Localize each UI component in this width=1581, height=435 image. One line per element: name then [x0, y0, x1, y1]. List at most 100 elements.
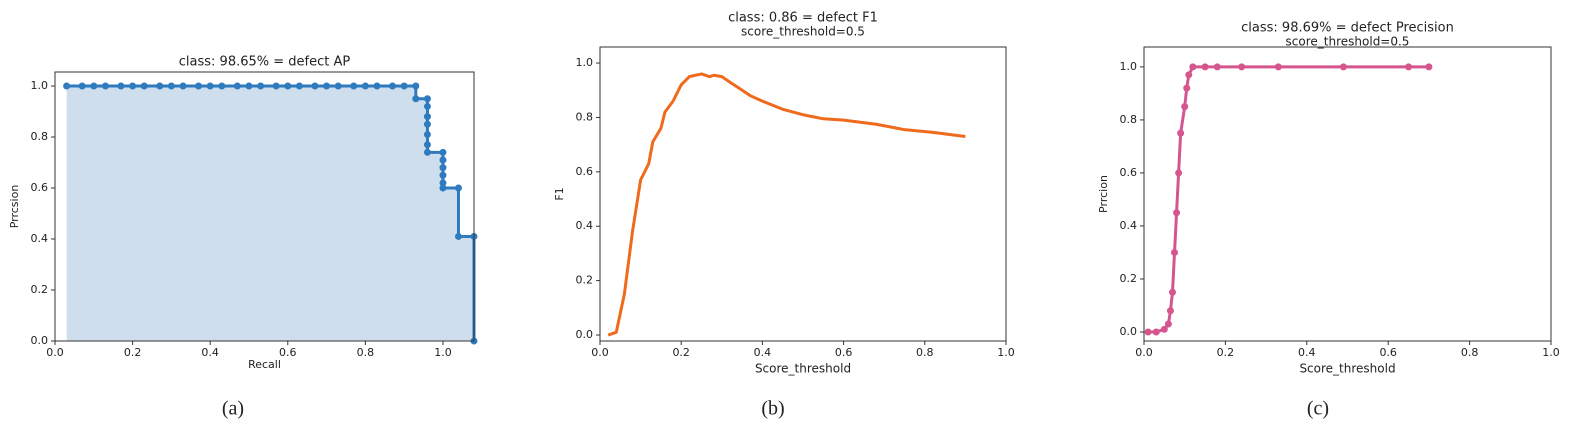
marker	[117, 82, 125, 90]
marker	[373, 82, 381, 90]
marker	[1181, 103, 1189, 111]
marker	[257, 82, 265, 90]
marker	[423, 102, 431, 110]
chart-title: class: 98.69% = defect Precision	[1241, 21, 1454, 36]
marker	[156, 82, 164, 90]
x-tick-label: 0.8	[357, 346, 375, 359]
chart-title: class: 0.86 = defect F1	[728, 11, 878, 26]
marker	[423, 141, 431, 149]
marker	[1213, 63, 1221, 71]
y-axis-label: F1	[553, 187, 566, 200]
marker	[311, 82, 319, 90]
marker	[233, 82, 241, 90]
marker	[439, 164, 447, 172]
marker	[1189, 63, 1197, 71]
y-axis-label: Prrcion	[1097, 175, 1110, 213]
marker	[1177, 129, 1185, 137]
marker	[1185, 71, 1193, 79]
marker	[1144, 328, 1152, 336]
chart-subtitle: score_threshold=0.5	[1286, 35, 1410, 49]
y-tick-label: 0.2	[576, 274, 594, 287]
y-tick-label: 0.6	[1120, 166, 1138, 179]
marker	[423, 148, 431, 156]
y-tick-label: 0.8	[1120, 113, 1138, 126]
x-tick-label: 1.0	[997, 346, 1015, 359]
x-tick-label: 0.0	[46, 346, 64, 359]
marker	[179, 82, 187, 90]
marker	[439, 156, 447, 164]
marker	[350, 82, 358, 90]
x-tick-label: 0.4	[201, 346, 219, 359]
chart-title: class: 98.65% = defect AP	[179, 55, 351, 70]
marker	[334, 82, 342, 90]
x-tick-label: 0.8	[916, 346, 934, 359]
plot-area	[600, 47, 1006, 341]
marker	[412, 82, 420, 90]
marker	[1425, 63, 1433, 71]
marker	[245, 82, 253, 90]
marker	[439, 148, 447, 156]
caption: (c)	[1307, 398, 1329, 420]
marker	[1175, 169, 1183, 177]
marker	[1160, 325, 1168, 333]
marker	[1171, 248, 1179, 256]
marker	[78, 82, 86, 90]
marker	[389, 82, 397, 90]
x-tick-label: 1.0	[434, 346, 452, 359]
axes-frame	[54, 71, 475, 342]
marker	[284, 82, 292, 90]
marker	[1201, 63, 1209, 71]
marker	[1238, 63, 1246, 71]
line	[66, 84, 476, 341]
marker	[423, 130, 431, 138]
line	[607, 72, 966, 337]
marker	[1168, 288, 1176, 296]
y-tick-label: 0.4	[1120, 219, 1138, 232]
marker	[1173, 209, 1181, 217]
marker	[195, 82, 203, 90]
x-axis-label: Score_threshold	[755, 362, 851, 376]
x-tick-label: 0.2	[672, 346, 690, 359]
marker	[412, 95, 420, 103]
y-tick-label: 0.0	[1120, 325, 1138, 338]
y-tick-label: 1.0	[1120, 60, 1138, 73]
marker	[90, 82, 98, 90]
marker	[454, 184, 462, 192]
y-tick-label: 0.2	[31, 283, 49, 296]
marker	[101, 82, 109, 90]
y-tick-label: 0.4	[31, 232, 49, 245]
x-tick-label: 0.0	[591, 346, 609, 359]
x-tick-label: 0.2	[124, 346, 142, 359]
marker	[361, 82, 369, 90]
caption: (b)	[761, 398, 784, 420]
x-axis-label: Recall	[248, 358, 281, 371]
marker	[272, 82, 280, 90]
y-tick-label: 1.0	[576, 56, 594, 69]
marker	[218, 82, 226, 90]
marker	[439, 184, 447, 192]
y-tick-label: 0.8	[31, 130, 49, 143]
marker	[1339, 63, 1347, 71]
y-tick-label: 0.0	[31, 334, 49, 347]
marker	[129, 82, 137, 90]
axes-frame	[1143, 46, 1552, 342]
y-tick-label: 0.4	[576, 219, 594, 232]
marker	[323, 82, 331, 90]
x-tick-label: 0.6	[835, 346, 853, 359]
y-tick-label: 0.0	[576, 328, 594, 341]
caption: (a)	[222, 398, 244, 420]
y-tick-label: 0.2	[1120, 272, 1138, 285]
marker	[423, 95, 431, 103]
y-axis-label: Prrcsion	[8, 185, 21, 229]
area	[66, 86, 474, 341]
x-tick-label: 0.4	[1298, 346, 1316, 359]
y-tick-label: 0.6	[576, 165, 594, 178]
marker	[1152, 328, 1160, 336]
plot-area	[1144, 47, 1551, 341]
x-tick-label: 0.0	[1135, 346, 1153, 359]
marker	[439, 179, 447, 187]
marker	[439, 171, 447, 179]
marker	[423, 120, 431, 128]
marker	[140, 82, 148, 90]
marker	[1164, 320, 1172, 328]
